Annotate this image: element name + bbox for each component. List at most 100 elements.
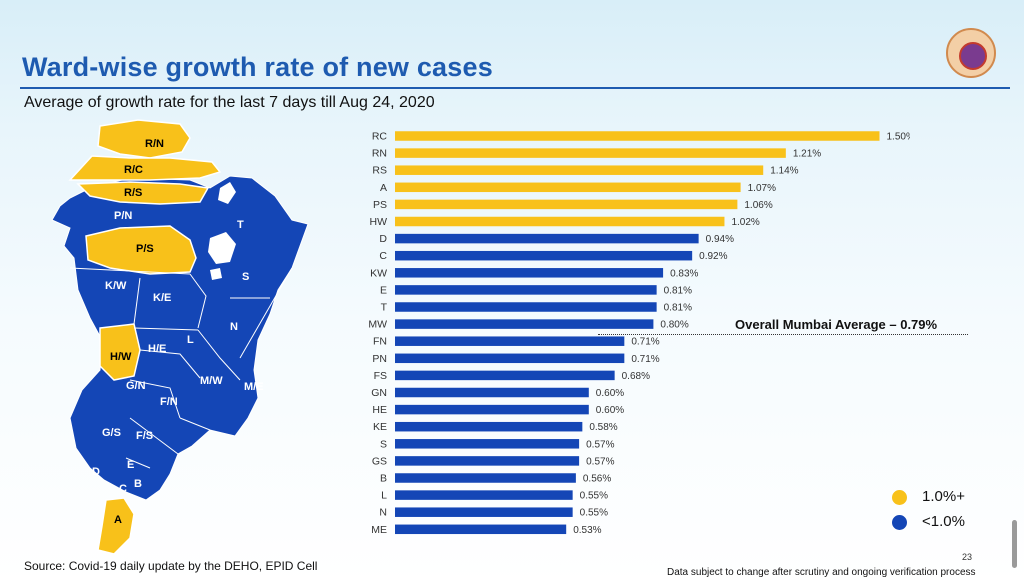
mcgm-emblem-logo	[946, 28, 996, 78]
value-label-rs: 1.14%	[770, 166, 798, 177]
category-label-rs: RS	[372, 165, 387, 177]
ward-map: R/N R/C R/S P/N T P/S S K/W K/E N L H/E …	[51, 119, 309, 555]
bar-e	[395, 285, 657, 295]
page-number: 23	[962, 552, 973, 562]
bar-n	[395, 507, 573, 517]
category-label-fn: FN	[373, 336, 387, 348]
scrollbar[interactable]	[1012, 520, 1017, 568]
category-label-rn: RN	[372, 148, 387, 160]
ward-r-n-shape	[97, 119, 191, 159]
category-label-b: B	[380, 473, 387, 485]
bar-me	[395, 524, 567, 535]
category-label-fs: FS	[374, 370, 387, 382]
legend-dot-high	[892, 490, 907, 505]
lake-upper	[218, 182, 236, 204]
ward-label-d: D	[92, 466, 100, 478]
ward-label-g-n: G/N	[126, 380, 146, 392]
bar-rs	[395, 165, 764, 175]
value-label-pn: 0.71%	[631, 354, 659, 365]
bar-c	[395, 250, 693, 261]
bar-gs	[395, 456, 580, 466]
category-label-gs: GS	[372, 455, 387, 467]
bar-a	[395, 182, 741, 193]
category-label-e: E	[380, 284, 387, 296]
emblem-center	[959, 42, 987, 70]
ward-label-m-e: M/E	[244, 381, 264, 393]
value-label-rc: 1.50%	[887, 132, 911, 143]
ward-label-h-e: H/E	[148, 343, 166, 355]
category-label-s: S	[380, 438, 387, 450]
bar-l	[395, 490, 573, 500]
value-label-mw: 0.80%	[660, 320, 688, 331]
bar-hw	[395, 216, 725, 227]
category-label-me: ME	[371, 524, 387, 536]
slide-subtitle: Average of growth rate for the last 7 da…	[24, 94, 435, 111]
category-label-rc: RC	[372, 131, 388, 143]
ward-label-p-n: P/N	[114, 210, 132, 222]
average-dotted-line	[598, 334, 968, 335]
bar-fn	[395, 336, 625, 346]
category-label-n: N	[379, 507, 387, 519]
bar-he	[395, 404, 589, 415]
bar-gn	[395, 387, 589, 398]
value-label-a: 1.07%	[748, 183, 776, 194]
value-label-kw: 0.83%	[670, 268, 698, 279]
value-label-gs: 0.57%	[586, 456, 614, 467]
ward-label-k-w: K/W	[105, 280, 127, 292]
value-label-e: 0.81%	[664, 285, 692, 296]
bar-rc	[395, 131, 880, 141]
ward-label-a: A	[114, 514, 122, 526]
ward-label-k-e: K/E	[153, 292, 171, 304]
bar-ps	[395, 199, 738, 210]
ward-label-c: C	[119, 483, 127, 495]
ward-label-g-s: G/S	[102, 427, 121, 439]
value-label-hw: 1.02%	[731, 217, 759, 228]
bar-b	[395, 473, 576, 483]
value-label-rn: 1.21%	[793, 149, 821, 160]
ward-a-shape	[97, 497, 135, 555]
value-label-c: 0.92%	[699, 251, 727, 262]
ward-label-e: E	[127, 459, 134, 471]
ward-label-s: S	[242, 271, 249, 283]
value-label-b: 0.56%	[583, 474, 611, 485]
ward-label-b: B	[134, 478, 142, 490]
lake-lower	[208, 232, 236, 264]
ward-label-p-s: P/S	[136, 243, 154, 255]
legend-label-low: <1.0%	[922, 513, 965, 530]
growth-rate-bar-chart: RC 1.50% RN 1.21% RS 1.14% A 1.07% PS 1.06% HW 1.02…	[368, 131, 911, 536]
ward-r-c-shape	[68, 155, 222, 181]
legend-dot-low	[892, 515, 907, 530]
ward-label-r-s: R/S	[124, 187, 142, 199]
bar-pn	[395, 353, 625, 364]
value-label-fs: 0.68%	[622, 371, 650, 382]
disclaimer-note: Data subject to change after scrutiny an…	[667, 567, 976, 578]
map-blue-landmass	[51, 175, 309, 501]
category-label-d: D	[379, 233, 387, 245]
category-label-l: L	[381, 490, 387, 502]
value-label-ps: 1.06%	[744, 200, 772, 211]
ward-p-s-shape	[85, 225, 197, 275]
value-label-n: 0.55%	[580, 508, 608, 519]
bar-s	[395, 439, 580, 449]
lake-small	[210, 268, 222, 280]
category-label-he: HE	[372, 404, 387, 416]
bar-kw	[395, 268, 664, 278]
ward-label-m-w: M/W	[200, 375, 223, 387]
category-label-gn: GN	[371, 387, 387, 399]
category-label-t: T	[381, 302, 388, 314]
category-label-mw: MW	[368, 319, 387, 331]
value-label-l: 0.55%	[580, 491, 608, 502]
average-annotation: Overall Mumbai Average – 0.79%	[735, 317, 938, 332]
value-label-s: 0.57%	[586, 439, 614, 450]
ward-label-l: L	[187, 334, 194, 346]
category-label-kw: KW	[370, 267, 387, 279]
legend-label-high: 1.0%+	[922, 488, 965, 505]
ward-label-r-n: R/N	[145, 138, 164, 150]
ward-label-n: N	[230, 321, 238, 333]
value-label-d: 0.94%	[706, 234, 734, 245]
value-label-fn: 0.71%	[631, 337, 659, 348]
ward-r-s-shape	[76, 181, 210, 205]
ward-label-t: T	[237, 219, 244, 231]
value-label-gn: 0.60%	[596, 388, 624, 399]
